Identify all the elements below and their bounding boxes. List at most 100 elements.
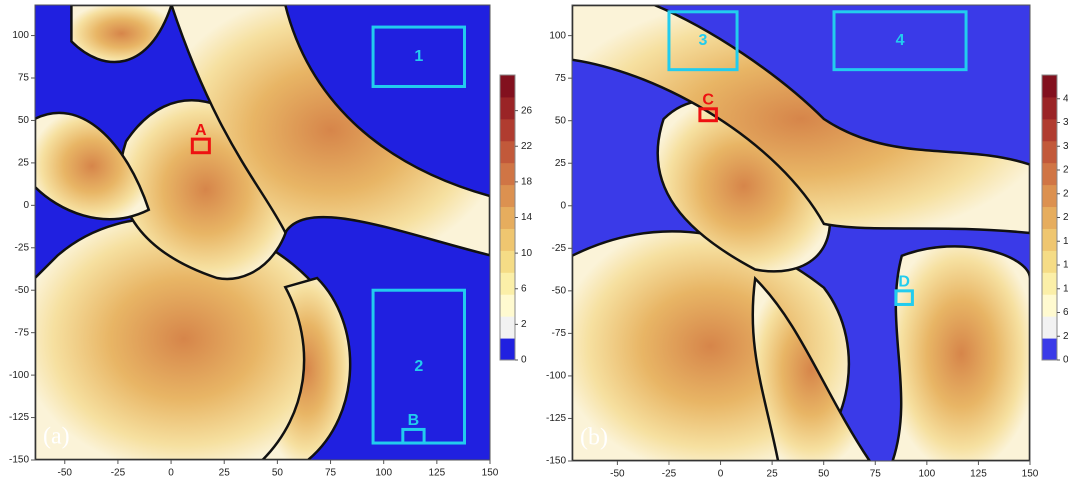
colorbar-band: [1042, 206, 1057, 229]
x-tick-label: 125: [429, 468, 446, 479]
region-box: [698, 107, 718, 123]
colorbar-band: [500, 140, 515, 164]
colorbar-tick-label: 1: [1063, 283, 1068, 294]
y-tick-label: -150: [9, 455, 29, 466]
y-tick-label: 0: [23, 200, 29, 211]
x-tick-label: 125: [970, 469, 987, 480]
plot-frame: [34, 4, 491, 461]
colorbar-tick-label: 1: [1063, 260, 1068, 271]
colorbar-band: [1042, 338, 1057, 361]
y-tick-label: -25: [552, 243, 567, 254]
y-tick-label: -50: [552, 285, 567, 296]
x-tick-label: 0: [718, 469, 724, 480]
colorbar-band: [500, 250, 515, 273]
y-tick-label: -125: [546, 413, 566, 424]
colorbar-band: [500, 338, 515, 361]
colorbar-band: [500, 184, 515, 208]
field-region: [751, 275, 872, 461]
x-tick-label: 50: [818, 469, 830, 480]
colorbar-band: [1042, 184, 1057, 208]
x-tick-label: 25: [219, 468, 231, 479]
colorbar-tick-label: 2: [521, 319, 527, 330]
colorbar-tick-label: 3: [1063, 141, 1068, 152]
y-tick-label: -75: [15, 327, 30, 338]
region-label: C: [702, 92, 714, 109]
colorbar-tick-label: 6: [1063, 307, 1068, 318]
x-tick-label: 75: [870, 469, 882, 480]
y-tick-label: 75: [555, 73, 567, 84]
colorbar-band: [500, 206, 515, 229]
region-label: 1: [414, 48, 423, 65]
colorbar-band: [1042, 118, 1057, 142]
heatmap-field: [572, 5, 1030, 461]
colorbar-tick-label: 2: [1063, 212, 1068, 223]
region-label: 2: [414, 358, 423, 375]
y-tick-label: 100: [549, 30, 566, 41]
colorbar-band: [500, 272, 515, 295]
y-tick-label: 75: [18, 73, 30, 84]
colorbar-tick-label: 2: [1063, 188, 1068, 199]
x-tick-label: -50: [58, 468, 73, 479]
colorbar-band: [1042, 162, 1057, 186]
colorbar-tick-label: 10: [521, 248, 533, 259]
y-tick-label: -25: [15, 242, 30, 253]
region-box: [832, 10, 968, 72]
heatmap-field: [35, 5, 490, 460]
colorbar-tick-label: 2: [1063, 165, 1068, 176]
field-region: [70, 5, 173, 64]
colorbar-band: [500, 294, 515, 317]
colorbar-band: [1042, 272, 1057, 295]
region-label: 4: [896, 32, 905, 49]
field-region: [170, 5, 490, 257]
colorbar-tick-label: 6: [521, 283, 527, 294]
y-tick-label: -75: [552, 328, 567, 339]
x-tick-label: 75: [325, 468, 337, 479]
colorbar-band: [500, 75, 515, 98]
colorbar-band: [1042, 96, 1057, 120]
region-box: [190, 137, 211, 155]
colorbar-tick-label: 0: [1063, 355, 1068, 366]
region-box: [371, 25, 466, 88]
colorbar-band: [500, 96, 515, 120]
colorbar-tick-label: 1: [1063, 236, 1068, 247]
x-tick-label: -25: [662, 469, 677, 480]
region-box: [401, 427, 426, 445]
colorbar-tick-label: 3: [1063, 117, 1068, 128]
x-tick-label: -50: [610, 469, 625, 480]
plot-frame: [571, 4, 1031, 462]
colorbar-band: [1042, 250, 1057, 273]
region-label: A: [195, 122, 207, 139]
y-tick-label: -100: [9, 370, 29, 381]
y-tick-label: -50: [15, 285, 30, 296]
panel-label: (a): [43, 424, 70, 450]
colorbar-tick-label: 0: [521, 355, 527, 366]
y-tick-label: -150: [546, 456, 566, 467]
colorbar-tick-label: 14: [521, 212, 533, 223]
x-tick-label: 0: [168, 468, 174, 479]
colorbar-tick-label: 2: [1063, 331, 1068, 342]
y-tick-label: 0: [560, 200, 566, 211]
colorbar-band: [500, 118, 515, 142]
colorbar-band: [500, 316, 515, 339]
region-box: [894, 289, 914, 306]
x-tick-label: 25: [767, 469, 779, 480]
colorbar-tick-label: 22: [521, 141, 533, 152]
colorbar-band: [1042, 316, 1057, 339]
y-tick-label: 100: [12, 30, 29, 41]
x-tick-label: 150: [482, 468, 499, 479]
colorbar-tick-label: 4: [1063, 93, 1068, 104]
region-label: 3: [699, 32, 708, 49]
y-tick-label: 25: [18, 158, 30, 169]
x-tick-label: 100: [375, 468, 392, 479]
field-region: [35, 111, 151, 221]
colorbar-band: [1042, 140, 1057, 164]
colorbar-tick-label: 18: [521, 177, 533, 188]
colorbar-band: [1042, 75, 1057, 98]
x-tick-label: 50: [272, 468, 284, 479]
colorbar-tick-label: 26: [521, 105, 533, 116]
colorbar-band: [500, 162, 515, 186]
region-box: [667, 10, 739, 72]
colorbar-band: [1042, 228, 1057, 251]
panel-label: (b): [580, 425, 608, 451]
